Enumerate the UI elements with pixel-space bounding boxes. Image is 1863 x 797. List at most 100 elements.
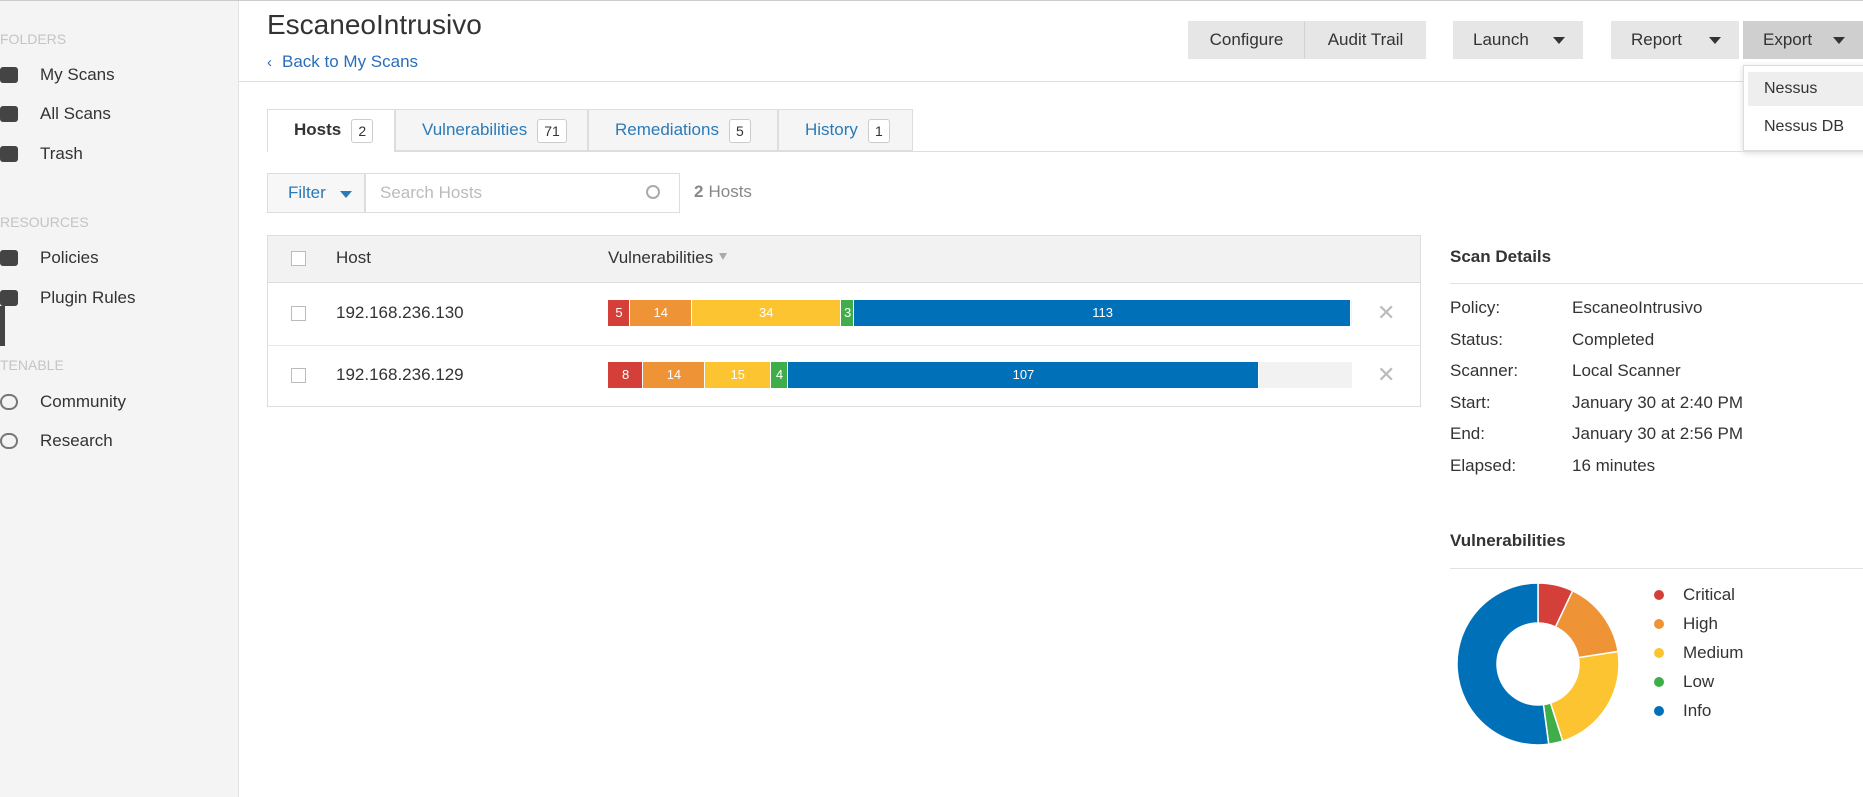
column-header[interactable]: Vulnerabilities xyxy=(608,248,714,267)
sidebar-icon xyxy=(0,146,18,162)
row-rule xyxy=(267,345,1421,346)
legend-label[interactable]: Low xyxy=(1683,672,1715,691)
bar-segment[interactable]: 113 xyxy=(854,300,1351,326)
header-button[interactable]: Export xyxy=(1743,21,1863,59)
delete-icon[interactable]: ✕ xyxy=(1377,362,1396,387)
menu-item-label: Nessus xyxy=(1764,80,1818,97)
sidebar-icon xyxy=(0,250,18,266)
legend-label[interactable]: Info xyxy=(1683,701,1712,720)
bar-segment[interactable]: 15 xyxy=(704,362,771,388)
bar-segment-label: 15 xyxy=(730,367,745,382)
search-box[interactable]: Search Hosts xyxy=(365,173,680,213)
tab-label: Remediations xyxy=(615,120,719,139)
back-link[interactable]: Back to My Scans xyxy=(282,52,419,71)
bar-segment[interactable]: 8 xyxy=(608,362,644,388)
checkbox[interactable] xyxy=(291,306,306,321)
menu-item[interactable]: Nessus xyxy=(1748,72,1863,106)
sidebar-item[interactable]: Policies xyxy=(40,248,99,267)
detail-label: End: xyxy=(1450,424,1485,443)
sidebar-icon xyxy=(0,290,18,306)
host-name[interactable]: 192.168.236.130 xyxy=(336,303,464,322)
sidebar-section-title: TENABLE xyxy=(0,357,64,373)
sidebar-item[interactable]: My Scans xyxy=(40,65,115,84)
detail-label: Policy: xyxy=(1450,298,1501,317)
sidebar-item[interactable]: Plugin Rules xyxy=(40,288,136,307)
legend-dot xyxy=(1654,706,1664,716)
sidebar-item[interactable]: All Scans xyxy=(40,104,111,123)
top-rule xyxy=(0,0,1863,1)
bar-segment[interactable]: 14 xyxy=(643,362,705,388)
checkbox[interactable] xyxy=(291,251,306,266)
header-rule xyxy=(239,81,1863,82)
column-header: Host xyxy=(336,248,371,267)
sidebar-item[interactable]: Trash xyxy=(40,144,83,163)
delete-icon[interactable]: ✕ xyxy=(1377,300,1396,325)
detail-label: Start: xyxy=(1450,392,1491,412)
sidebar-item[interactable]: Community xyxy=(40,392,126,411)
detail-value: Local Scanner xyxy=(1572,361,1681,380)
sidebar-item[interactable]: Research xyxy=(40,431,113,450)
search-icon xyxy=(646,185,660,199)
back-arrow: ‹ xyxy=(267,54,272,71)
tab-label: Hosts xyxy=(294,120,342,139)
tab-count: 71 xyxy=(537,119,567,143)
caret xyxy=(1553,37,1565,44)
sidebar xyxy=(0,0,239,797)
bar-segment[interactable]: 107 xyxy=(788,362,1259,388)
host-name[interactable]: 192.168.236.129 xyxy=(336,365,464,384)
sort-arrow xyxy=(719,253,728,260)
button-label: Configure xyxy=(1209,30,1284,49)
filter-button[interactable]: Filter xyxy=(267,173,365,213)
tab[interactable]: History 1 xyxy=(778,109,913,151)
tab-count: 5 xyxy=(728,119,751,143)
button-label: Audit Trail xyxy=(1327,30,1404,49)
detail-label: Status: xyxy=(1450,329,1503,349)
legend-dot xyxy=(1654,677,1664,687)
button-label: Launch xyxy=(1473,30,1529,49)
header-button[interactable]: Configure xyxy=(1188,21,1305,59)
bar-segment[interactable]: 4 xyxy=(770,362,789,388)
menu-item[interactable]: Nessus DB xyxy=(1748,110,1863,144)
tab-label: Vulnerabilities xyxy=(422,120,528,139)
tab[interactable]: Vulnerabilities 71 xyxy=(395,109,588,151)
caret xyxy=(340,191,352,198)
bar-segment[interactable]: 5 xyxy=(608,300,630,326)
legend-dot xyxy=(1654,619,1664,629)
legend-dot xyxy=(1654,648,1664,658)
sidebar-icon xyxy=(0,394,18,410)
checkbox[interactable] xyxy=(291,368,306,383)
detail-value: January 30 at 2:56 PM xyxy=(1572,424,1744,443)
header-button[interactable]: Report xyxy=(1611,21,1739,59)
tab-count: 1 xyxy=(867,119,890,143)
button-label: Export xyxy=(1763,30,1813,49)
bar-segment[interactable]: 34 xyxy=(691,300,841,326)
bar-segment-label: 5 xyxy=(615,305,623,320)
caret xyxy=(1709,37,1721,44)
donut-slice[interactable] xyxy=(1456,582,1550,746)
sidebar-icon xyxy=(0,433,18,449)
button-label: Report xyxy=(1631,30,1683,49)
legend-label[interactable]: Medium xyxy=(1683,643,1744,662)
bar-segment[interactable]: 3 xyxy=(841,300,855,326)
bar-segment-label: 4 xyxy=(775,367,784,382)
legend-dot xyxy=(1654,590,1664,600)
header-button[interactable]: Audit Trail xyxy=(1305,21,1426,59)
tab-count: 2 xyxy=(351,119,374,143)
donut-chart xyxy=(1456,582,1620,746)
donut-slice[interactable] xyxy=(1549,650,1620,743)
bar-segment[interactable]: 14 xyxy=(629,300,692,326)
sidebar-icon xyxy=(0,106,18,122)
tab[interactable]: Remediations 5 xyxy=(588,109,778,151)
sidebar-section-title: RESOURCES xyxy=(0,214,89,230)
caret xyxy=(1833,37,1845,44)
detail-value: 16 minutes xyxy=(1572,455,1656,475)
legend-label[interactable]: High xyxy=(1683,614,1718,633)
legend-label[interactable]: Critical xyxy=(1683,585,1735,604)
detail-label: Elapsed: xyxy=(1450,455,1517,475)
tab[interactable]: Hosts 2 xyxy=(267,109,395,152)
header-button[interactable]: Launch xyxy=(1453,21,1583,59)
host-count: 2 xyxy=(694,182,704,201)
host-count-label: Hosts xyxy=(708,182,752,201)
filter-label: Filter xyxy=(288,183,326,202)
